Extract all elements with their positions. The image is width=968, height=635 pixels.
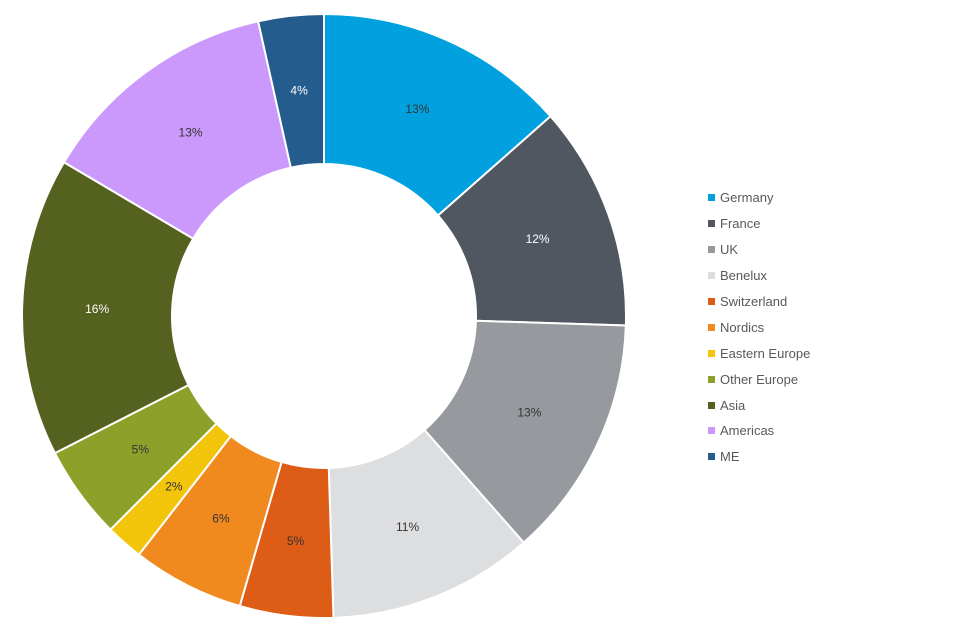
legend-swatch (708, 453, 715, 461)
legend-item-other-europe: Other Europe (708, 366, 810, 392)
slice-americas (62, 20, 293, 240)
legend-swatch (708, 323, 715, 331)
legend-label: France (720, 216, 761, 232)
legend-swatch (708, 427, 715, 435)
slice-label-asia: 16% (85, 302, 109, 316)
legend-swatch (708, 220, 715, 228)
donut-slice-labels: 13% 12% 13% 11% 5% 6% 2% 5% 16% 13% 4% (85, 83, 550, 548)
legend-label: Other Europe (720, 371, 799, 387)
legend-item-switzerland: Switzerland (708, 289, 810, 315)
legend-item-eastern-europe: Eastern Europe (708, 340, 810, 366)
slice-me (256, 12, 325, 169)
legend-swatch (708, 349, 715, 357)
slice-label-other-europe: 5% (132, 442, 150, 456)
legend-item-americas: Americas (708, 418, 810, 444)
legend-item-me: ME (708, 444, 810, 470)
legend-label: Nordics (720, 319, 765, 335)
legend-label: Americas (720, 423, 775, 439)
donut-slices (21, 12, 627, 619)
legend-item-france: France (708, 211, 810, 237)
legend-label: Benelux (720, 268, 767, 284)
slice-label-benelux: 11% (396, 520, 419, 534)
legend-label: UK (720, 242, 739, 258)
legend-label: ME (720, 449, 740, 465)
legend-label: Asia (720, 397, 746, 413)
legend-item-uk: UK (708, 237, 810, 263)
legend-swatch (708, 401, 715, 409)
legend-swatch (708, 246, 715, 254)
legend-swatch (708, 298, 715, 305)
legend-item-benelux: Benelux (708, 263, 810, 289)
legend-label: Switzerland (720, 294, 788, 309)
legend-label: Eastern Europe (720, 345, 811, 361)
slice-label-me: 4% (290, 83, 308, 97)
legend-item-germany: Germany (708, 185, 810, 211)
slice-label-nordics: 6% (212, 511, 230, 525)
slice-label-germany: 13% (405, 102, 429, 116)
legend-label: Germany (720, 190, 774, 206)
slice-label-americas: 13% (179, 125, 203, 139)
legend-swatch (708, 272, 715, 280)
legend-item-asia: Asia (708, 392, 810, 418)
legend-item-nordics: Nordics (708, 314, 810, 340)
legend-swatch (708, 375, 715, 383)
slice-label-france: 12% (526, 232, 550, 246)
chart-legend: Germany France UK Benelux Switzerland Nordics… (708, 185, 810, 470)
slice-label-switzerland: 5% (287, 534, 305, 548)
legend-swatch (708, 194, 715, 202)
slice-label-uk: 13% (517, 406, 541, 420)
slice-asia (21, 160, 195, 455)
slice-label-eastern-europe: 2% (165, 479, 183, 493)
